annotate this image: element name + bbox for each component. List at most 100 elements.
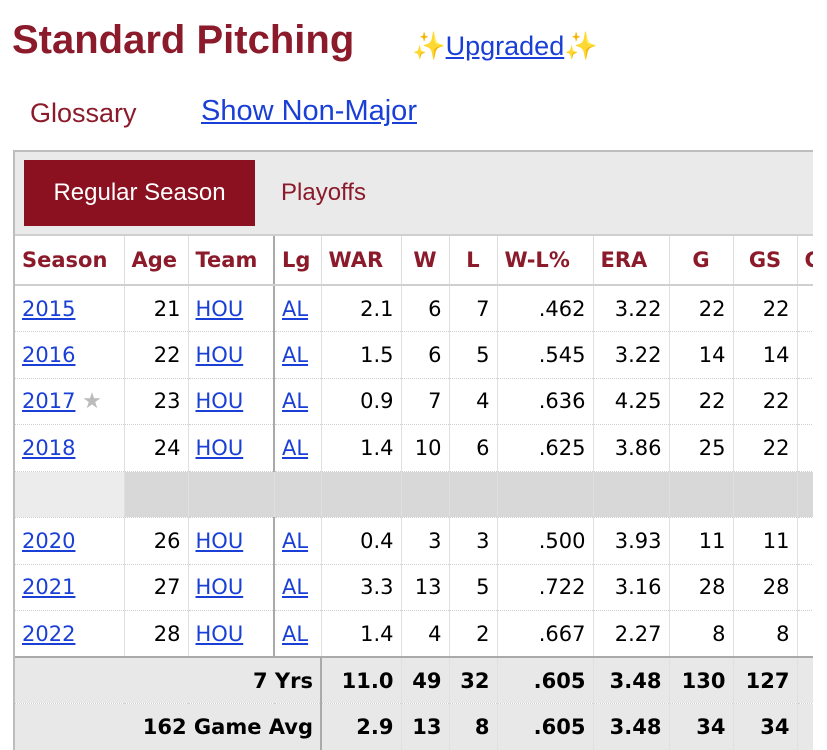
team-cell-link[interactable]: HOU (195, 575, 244, 600)
team-cell-link[interactable]: HOU (195, 389, 244, 414)
league-cell-link[interactable]: AL (282, 342, 309, 367)
league-cell[interactable]: AL (274, 285, 322, 332)
era-cell: 3.86 (593, 424, 670, 472)
gf-total (797, 656, 813, 704)
col-header-age[interactable]: Age (124, 236, 189, 286)
games-started-cell: 8 (733, 610, 798, 658)
col-header-lg[interactable]: Lg (274, 236, 322, 286)
season-gap-row (15, 471, 813, 518)
col-header-gf[interactable]: G (797, 236, 813, 286)
col-header-gs[interactable]: GS (733, 236, 798, 286)
season-cell[interactable]: 2021 (15, 564, 125, 611)
gap-cell (15, 471, 125, 518)
season-cell[interactable]: 2017 ★ (15, 378, 125, 425)
gf-cell (797, 424, 813, 472)
season-cell[interactable]: 2016 (15, 331, 125, 379)
upgraded-link[interactable]: Upgraded (445, 31, 565, 61)
col-header-era[interactable]: ERA (593, 236, 670, 286)
league-cell-link[interactable]: AL (282, 528, 309, 553)
games-started-cell: 14 (733, 331, 798, 379)
tab-regular-season[interactable]: Regular Season (24, 160, 255, 226)
season-link[interactable]: 2022 (22, 621, 76, 646)
games-cell: 11 (669, 517, 734, 565)
wl-pct-cell: .545 (497, 331, 594, 379)
losses-cell: 6 (449, 424, 498, 472)
table-row: 2022 28 HOU AL 1.4 4 2.667 2.27 8 8 (15, 610, 813, 658)
league-cell-link[interactable]: AL (282, 435, 309, 460)
season-cell[interactable]: 2018 (15, 424, 125, 472)
tab-playoffs[interactable]: Playoffs (281, 179, 366, 206)
team-cell[interactable]: HOU (188, 424, 275, 472)
age-cell: 22 (124, 331, 189, 379)
team-cell[interactable]: HOU (188, 517, 275, 565)
war-cell: 0.4 (321, 517, 402, 565)
team-cell[interactable]: HOU (188, 331, 275, 379)
season-cell[interactable]: 2022 (15, 610, 125, 658)
upgraded-badge: ✨Upgraded✨ (412, 30, 598, 62)
season-link[interactable]: 2018 (22, 435, 76, 460)
gf-total (797, 703, 813, 750)
season-cell[interactable]: 2015 (15, 285, 125, 332)
league-cell[interactable]: AL (274, 517, 322, 565)
season-link[interactable]: 2016 (22, 342, 76, 367)
col-header-team[interactable]: Team (188, 236, 275, 286)
team-cell-link[interactable]: HOU (195, 621, 244, 646)
league-cell[interactable]: AL (274, 564, 322, 611)
col-header-g[interactable]: G (669, 236, 734, 286)
season-link[interactable]: 2017 (22, 388, 76, 413)
col-header-w[interactable]: W (401, 236, 450, 286)
games-started-cell: 28 (733, 564, 798, 611)
games-cell: 8 (669, 610, 734, 658)
league-cell-link[interactable]: AL (282, 575, 309, 600)
team-cell-link[interactable]: HOU (195, 342, 244, 367)
war-total: 11.0 (321, 656, 402, 704)
team-cell[interactable]: HOU (188, 564, 275, 611)
team-cell-link[interactable]: HOU (195, 528, 244, 553)
season-link[interactable]: 2021 (22, 575, 76, 600)
games-total: 130 (669, 656, 734, 704)
war-cell: 1.4 (321, 424, 402, 472)
era-cell: 3.22 (593, 285, 670, 332)
team-cell-link[interactable]: HOU (195, 435, 244, 460)
col-header-wl-pct[interactable]: W-L% (497, 236, 594, 286)
era-cell: 3.22 (593, 331, 670, 379)
all-star-icon: ★ (82, 388, 102, 414)
league-cell[interactable]: AL (274, 424, 322, 472)
col-header-l[interactable]: L (449, 236, 498, 286)
wins-cell: 6 (401, 285, 450, 332)
sparkle-icon: ✨ (412, 31, 446, 61)
games-started-cell: 22 (733, 378, 798, 425)
team-cell[interactable]: HOU (188, 285, 275, 332)
war-cell: 1.5 (321, 331, 402, 379)
team-cell[interactable]: HOU (188, 378, 275, 425)
wins-total: 13 (401, 703, 450, 750)
season-link[interactable]: 2020 (22, 528, 76, 553)
gap-cell (497, 471, 594, 518)
war-cell: 1.4 (321, 610, 402, 658)
gf-cell (797, 610, 813, 658)
league-cell[interactable]: AL (274, 331, 322, 379)
era-total: 3.48 (593, 703, 670, 750)
col-header-season[interactable]: Season (15, 236, 125, 286)
wl-pct-cell: .500 (497, 517, 594, 565)
league-cell[interactable]: AL (274, 378, 322, 425)
col-header-war[interactable]: WAR (321, 236, 402, 286)
wl-pct-total: .605 (497, 703, 594, 750)
team-cell-link[interactable]: HOU (195, 296, 244, 321)
wins-cell: 3 (401, 517, 450, 565)
season-link[interactable]: 2015 (22, 296, 76, 321)
show-non-major-link[interactable]: Show Non-Major (201, 95, 417, 127)
team-cell[interactable]: HOU (188, 610, 275, 658)
league-cell-link[interactable]: AL (282, 621, 309, 646)
season-cell[interactable]: 2020 (15, 517, 125, 565)
gap-cell (274, 471, 322, 518)
totals-label: 7 Yrs (15, 656, 322, 704)
league-cell-link[interactable]: AL (282, 389, 309, 414)
league-cell[interactable]: AL (274, 610, 322, 658)
glossary-link[interactable]: Glossary (30, 98, 137, 128)
stats-panel: Regular Season Playoffs Season Age Team … (13, 150, 813, 750)
league-cell-link[interactable]: AL (282, 296, 309, 321)
table-row: 2020 26 HOU AL 0.4 3 3.500 3.93 11 11 (15, 517, 813, 565)
totals-row: 162 Game Avg 2.9 13 8.605 3.48 34 34 (15, 703, 813, 750)
table-row: 2016 22 HOU AL 1.5 6 5.545 3.22 14 14 (15, 331, 813, 379)
